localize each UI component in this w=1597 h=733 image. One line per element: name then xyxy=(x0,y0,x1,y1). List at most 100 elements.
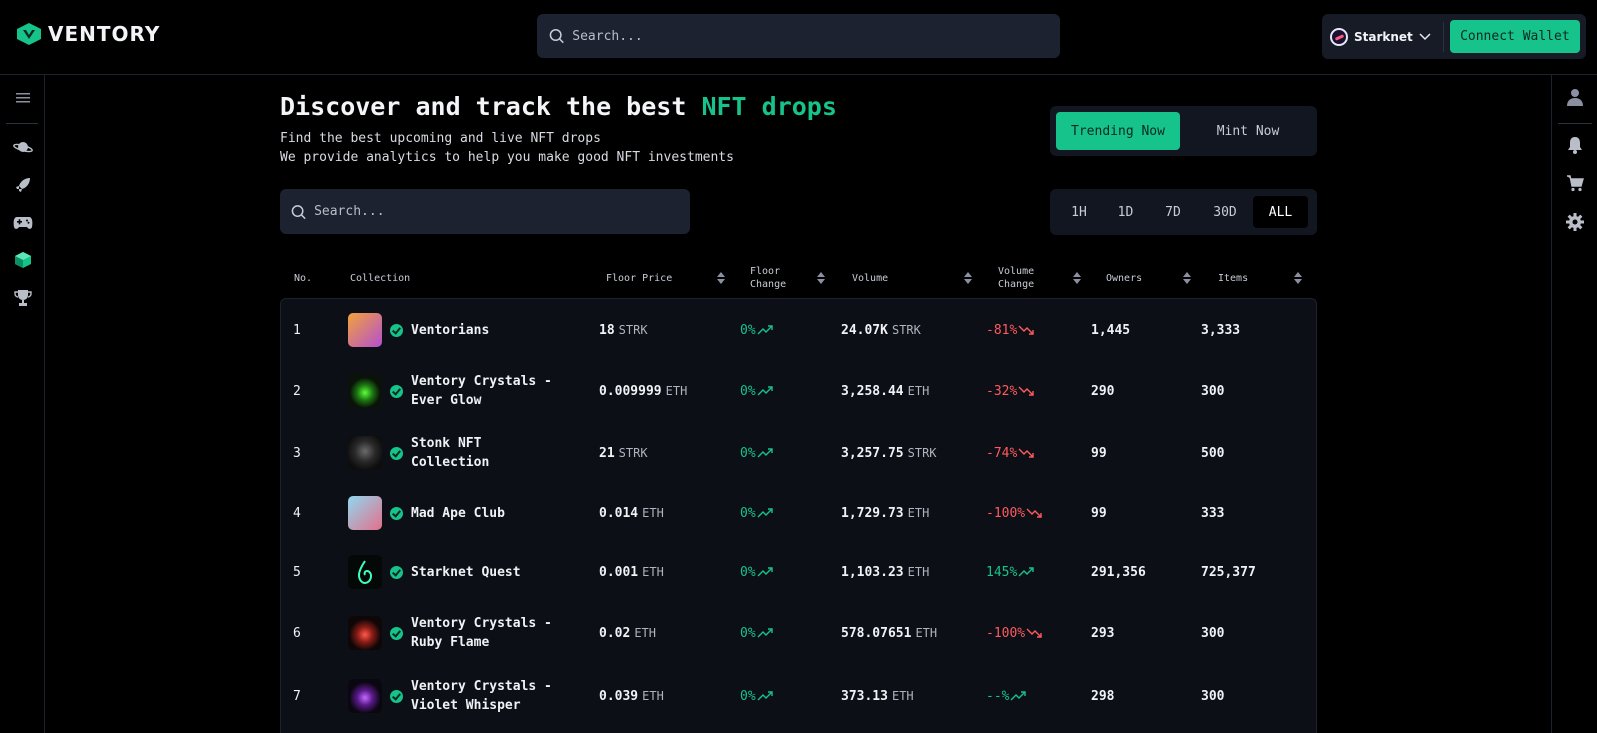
global-search-input[interactable] xyxy=(572,28,1060,44)
collection-cell[interactable]: Starknet Quest xyxy=(348,541,561,603)
global-search[interactable] xyxy=(537,14,1060,58)
volume-cell: 3,257.75 STRK xyxy=(841,422,937,484)
collection-name[interactable]: Mad Ape Club xyxy=(411,505,505,521)
header-items[interactable]: Items xyxy=(1218,272,1249,284)
network-selector[interactable]: Starknet xyxy=(1330,27,1443,46)
collection-name[interactable]: Ventorians xyxy=(411,322,490,338)
volume-cell: 3,258.44 ETH xyxy=(841,360,929,422)
collection-search-input[interactable] xyxy=(314,204,690,219)
collection-thumbnail[interactable] xyxy=(348,679,382,713)
sort-floor-price-icon[interactable] xyxy=(717,272,725,284)
starknet-logo-icon xyxy=(1330,27,1348,46)
trend-down-icon xyxy=(1018,448,1035,458)
collection-cell[interactable]: Ventory Crystals - Violet Whisper xyxy=(348,665,561,727)
right-sidebar xyxy=(1551,75,1597,733)
verified-badge-icon xyxy=(390,689,403,703)
collection-thumbnail[interactable] xyxy=(348,616,382,650)
table-row[interactable]: 6 Ventory Crystals - Ruby Flame 0.02 ETH 0% 5… xyxy=(281,602,1316,664)
sort-volume-change-icon[interactable] xyxy=(1073,272,1081,284)
collection-name[interactable]: Stonk NFT Collection xyxy=(411,436,490,470)
menu-icon[interactable] xyxy=(12,87,34,109)
volume-change-value: --% xyxy=(986,688,1010,704)
table-row[interactable]: 7 Ventory Crystals - Violet Whisper 0.039 E… xyxy=(281,665,1316,727)
period-all[interactable]: ALL xyxy=(1253,196,1308,228)
period-1d[interactable]: 1D xyxy=(1117,204,1134,220)
top-bar: VENTORY Starknet Connect Wallet xyxy=(0,0,1597,75)
volume-cell: 578.07651 ETH xyxy=(841,602,937,664)
period-30d[interactable]: 30D xyxy=(1213,204,1237,220)
table-row[interactable]: 4 Mad Ape Club 0.014 ETH 0% 1,729.73 ETH -100% 9… xyxy=(281,482,1316,544)
sort-volume-icon[interactable] xyxy=(964,272,972,284)
floor-price-unit: ETH xyxy=(642,506,664,520)
sort-floor-change-icon[interactable] xyxy=(817,272,825,284)
volume-change-cell: -74% xyxy=(986,422,1035,484)
header-floor-change[interactable]: Floor Change xyxy=(750,258,786,298)
collection-thumbnail[interactable] xyxy=(348,436,382,470)
collection-name[interactable]: Ventory Crystals - Ever Glow xyxy=(411,374,552,408)
search-icon xyxy=(291,204,306,219)
collection-thumbnail[interactable] xyxy=(348,496,382,530)
collection-thumbnail[interactable] xyxy=(348,555,382,589)
header-volume-change[interactable]: Volume Change xyxy=(998,258,1034,298)
crystal-icon[interactable] xyxy=(12,249,34,271)
user-icon[interactable] xyxy=(1565,87,1585,107)
header-owners[interactable]: Owners xyxy=(1106,272,1143,284)
volume-change-cell: 145% xyxy=(986,541,1035,603)
volume-unit: ETH xyxy=(891,689,914,703)
period-7d[interactable]: 7D xyxy=(1165,204,1181,220)
collection-search[interactable] xyxy=(280,189,690,234)
verified-badge-icon xyxy=(390,384,403,398)
sort-items-icon[interactable] xyxy=(1294,272,1302,284)
connect-wallet-button[interactable]: Connect Wallet xyxy=(1449,20,1580,53)
table-row[interactable]: 2 Ventory Crystals - Ever Glow 0.009999 ETH… xyxy=(281,360,1316,422)
collection-cell[interactable]: Ventory Crystals - Ever Glow xyxy=(348,360,561,422)
trend-up-icon xyxy=(757,567,773,577)
table-row[interactable]: 1 Ventorians 18 STRK 0% 24.07K STRK -81% 1,445 3,… xyxy=(281,299,1316,361)
floor-price-value: 0.001 xyxy=(599,564,639,580)
trophy-icon[interactable] xyxy=(12,287,34,309)
row-number: 2 xyxy=(293,383,301,399)
owners-value: 290 xyxy=(1091,383,1115,399)
floor-change-cell: 0% xyxy=(740,541,773,603)
brand-logo[interactable]: VENTORY xyxy=(16,22,160,46)
trend-up-icon xyxy=(757,508,773,518)
tab-trending-now[interactable]: Trending Now xyxy=(1056,112,1180,150)
sort-owners-icon[interactable] xyxy=(1183,272,1191,284)
collection-thumbnail[interactable] xyxy=(348,313,382,347)
floor-price-value: 0.009999 xyxy=(599,383,662,399)
planet-icon[interactable] xyxy=(12,136,34,158)
collection-thumbnail[interactable] xyxy=(348,374,382,408)
collection-cell[interactable]: Stonk NFT Collection xyxy=(348,422,561,484)
items-value: 3,333 xyxy=(1201,322,1241,338)
volume-change-value: -74% xyxy=(986,445,1018,461)
volume-unit: ETH xyxy=(915,626,938,640)
bell-icon[interactable] xyxy=(1565,135,1585,155)
collection-name[interactable]: Ventory Crystals - Ruby Flame xyxy=(411,616,552,650)
volume-change-value: -81% xyxy=(986,322,1018,338)
cart-icon[interactable] xyxy=(1565,173,1585,193)
volume-change-value: -100% xyxy=(986,505,1026,521)
period-1h[interactable]: 1H xyxy=(1071,204,1087,220)
collection-cell[interactable]: Ventory Crystals - Ruby Flame xyxy=(348,602,561,664)
collection-cell[interactable]: Mad Ape Club xyxy=(348,482,561,544)
gear-icon[interactable] xyxy=(1565,212,1585,232)
table-row[interactable]: 5 Starknet Quest 0.001 ETH 0% 1,103.23 ETH 145%… xyxy=(281,541,1316,603)
floor-change-cell: 0% xyxy=(740,299,773,361)
collection-name[interactable]: Ventory Crystals - Violet Whisper xyxy=(411,679,552,713)
tab-mint-now[interactable]: Mint Now xyxy=(1216,123,1280,139)
collection-name[interactable]: Starknet Quest xyxy=(411,564,521,580)
table-row[interactable]: 3 Stonk NFT Collection 21 STRK 0% 3,257.75 STR… xyxy=(281,422,1316,484)
verified-badge-icon xyxy=(390,565,403,579)
volume-value: 1,103.23 xyxy=(841,564,904,580)
header-volume[interactable]: Volume xyxy=(852,272,889,284)
row-number: 1 xyxy=(293,322,301,338)
header-floor-price[interactable]: Floor Price xyxy=(606,272,673,284)
rocket-icon[interactable] xyxy=(12,174,34,196)
volume-change-cell: -100% xyxy=(986,602,1042,664)
volume-unit: ETH xyxy=(907,384,930,398)
volume-change-value: -32% xyxy=(986,383,1018,399)
gamepad-icon[interactable] xyxy=(12,212,34,234)
volume-value: 24.07K xyxy=(841,322,888,338)
collection-cell[interactable]: Ventorians xyxy=(348,299,561,361)
header-volume-change-line-2: Change xyxy=(998,279,1035,290)
